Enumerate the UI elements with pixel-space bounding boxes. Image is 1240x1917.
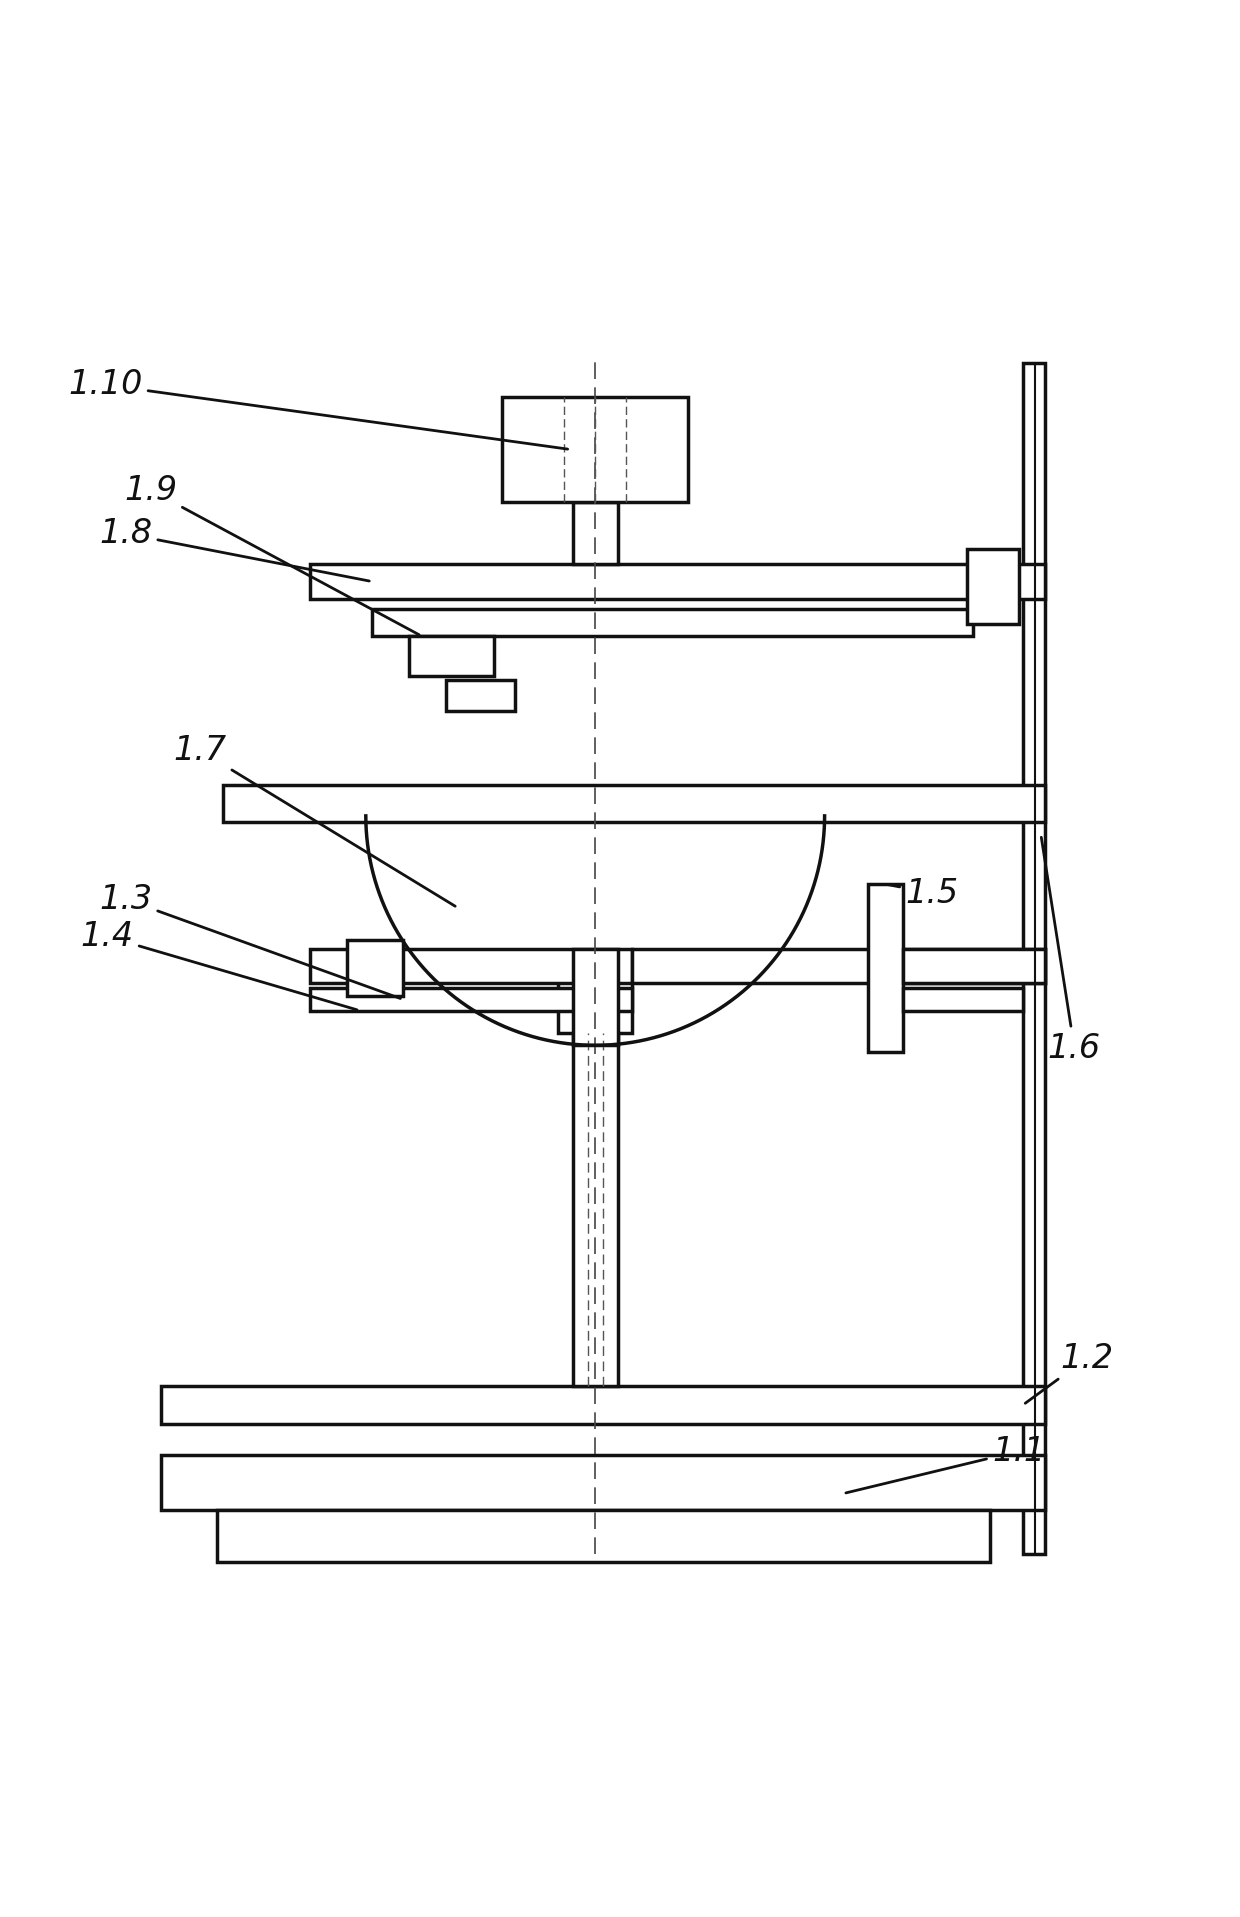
- Bar: [573, 1033, 618, 1386]
- Bar: [868, 884, 903, 1052]
- Bar: [217, 1511, 990, 1562]
- Text: 1.8: 1.8: [99, 518, 370, 581]
- Bar: [372, 610, 973, 636]
- Text: 1.10: 1.10: [68, 368, 568, 449]
- Bar: [310, 564, 1045, 598]
- Text: 1.5: 1.5: [888, 876, 959, 911]
- Bar: [446, 679, 515, 711]
- Text: 1.2: 1.2: [1025, 1342, 1114, 1403]
- Bar: [903, 949, 1045, 983]
- Bar: [409, 636, 494, 677]
- Bar: [502, 397, 688, 502]
- Bar: [558, 964, 632, 1033]
- Bar: [903, 989, 1023, 1010]
- Bar: [310, 989, 632, 1010]
- Text: 1.6: 1.6: [1042, 838, 1101, 1064]
- Bar: [967, 550, 1019, 623]
- Bar: [573, 949, 618, 1045]
- Text: 1.3: 1.3: [99, 884, 401, 999]
- Bar: [223, 784, 1045, 822]
- Text: 1.9: 1.9: [124, 473, 419, 635]
- Bar: [161, 1455, 1045, 1511]
- Bar: [573, 502, 618, 564]
- Bar: [632, 949, 1045, 983]
- Text: 1.4: 1.4: [81, 920, 357, 1010]
- Bar: [347, 939, 403, 995]
- Text: 1.7: 1.7: [174, 734, 455, 907]
- Bar: [310, 949, 632, 983]
- Bar: [161, 1386, 1045, 1424]
- Text: 1.1: 1.1: [846, 1434, 1045, 1493]
- Bar: [1023, 364, 1045, 1553]
